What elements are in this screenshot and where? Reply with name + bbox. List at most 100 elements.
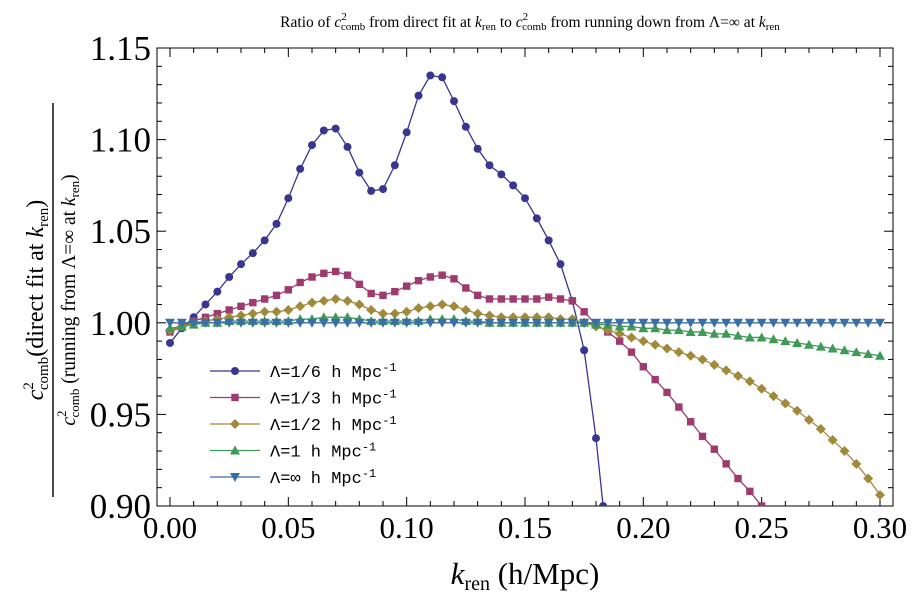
data-point	[556, 260, 565, 269]
series-1	[166, 71, 608, 506]
data-point	[685, 350, 696, 361]
data-point	[768, 318, 779, 328]
y-den-a: (running from Λ=∞ at	[59, 206, 80, 389]
data-point	[580, 308, 588, 316]
data-point	[697, 326, 708, 336]
legend-marker	[230, 473, 240, 482]
data-point	[710, 445, 719, 453]
legend-entry: Λ=1 h Mpc-1	[210, 441, 376, 463]
y-num-k: k	[23, 227, 49, 238]
data-point	[166, 338, 174, 347]
data-point	[497, 170, 506, 179]
data-point	[213, 309, 222, 318]
data-point	[851, 318, 862, 328]
legend-label-text: Λ=1/6 h Mpc	[270, 364, 382, 383]
y-axis-label-numerator: c2comb(direct fit at kren)	[21, 200, 52, 401]
data-point	[531, 318, 542, 328]
data-point	[284, 286, 293, 294]
y-num-sub: comb	[36, 357, 52, 390]
data-point	[237, 260, 245, 269]
data-point	[509, 181, 518, 190]
data-point	[851, 347, 862, 357]
data-point	[792, 318, 803, 328]
data-point	[579, 318, 590, 328]
data-point	[296, 278, 304, 287]
data-point	[673, 318, 684, 328]
data-point	[367, 289, 375, 298]
legend-label-text: Λ=1 h Mpc	[270, 444, 362, 463]
y-den-k: k	[59, 197, 80, 206]
data-point	[247, 308, 258, 319]
data-point	[839, 345, 850, 355]
data-point	[827, 435, 838, 446]
data-point	[438, 271, 446, 279]
data-point	[602, 318, 613, 328]
data-point	[449, 318, 459, 328]
series-line	[169, 74, 604, 506]
data-point	[721, 318, 732, 328]
y-tick-label: 1.05	[90, 212, 151, 251]
data-point	[462, 284, 470, 292]
data-point	[389, 318, 400, 328]
data-point	[308, 141, 316, 150]
legend-label-exponent: -1	[382, 361, 396, 375]
y-num-sup: 2	[21, 382, 37, 390]
data-point	[320, 269, 328, 278]
data-point	[815, 318, 826, 328]
data-point	[236, 310, 246, 321]
data-point	[378, 308, 388, 319]
data-point	[249, 298, 257, 307]
data-point	[401, 306, 412, 317]
y-tick-label: 0.95	[90, 395, 151, 434]
data-point	[673, 325, 684, 335]
data-point	[259, 318, 270, 328]
data-point	[709, 328, 720, 338]
data-point	[685, 318, 696, 328]
data-point	[450, 97, 458, 106]
data-point	[863, 318, 874, 328]
data-point	[330, 293, 341, 304]
y-num-c: c	[23, 389, 49, 400]
title-part-k: comb	[522, 21, 547, 33]
data-point	[236, 318, 246, 328]
data-point	[283, 318, 294, 328]
data-point	[614, 328, 625, 339]
data-point	[756, 332, 767, 342]
data-point	[615, 337, 624, 345]
data-point	[756, 383, 767, 394]
data-point	[651, 375, 659, 384]
x-tick-label: 0.10	[380, 510, 434, 545]
title-part-h: to	[496, 14, 516, 31]
data-point	[875, 318, 885, 328]
data-point	[449, 301, 459, 312]
data-point	[599, 502, 608, 506]
data-point	[378, 318, 388, 328]
y-den-c: c	[59, 417, 80, 426]
data-point	[827, 343, 838, 353]
data-point	[272, 219, 281, 228]
data-point	[626, 318, 637, 328]
data-point	[414, 276, 423, 285]
data-point	[176, 318, 187, 328]
x-tick-label: 0.25	[735, 510, 789, 545]
title-part-a: Ratio of	[280, 14, 334, 31]
data-point	[686, 418, 695, 426]
title-part-f: k	[475, 14, 483, 31]
y-axis-label-denominator: c2comb (running from Λ=∞ at kren)	[54, 174, 82, 425]
data-point	[461, 122, 470, 131]
legend-marker	[231, 393, 239, 402]
data-point	[839, 318, 850, 328]
data-point	[780, 398, 791, 409]
data-point	[414, 91, 423, 100]
data-point	[662, 318, 672, 328]
data-point	[592, 434, 600, 443]
x-tick-label: 0.05	[261, 510, 315, 545]
legend-label-text: Λ=1/3 h Mpc	[270, 391, 382, 410]
title-part-n: ren	[766, 21, 781, 33]
data-point	[721, 328, 732, 338]
data-point	[283, 304, 294, 315]
data-point	[296, 164, 305, 173]
data-point	[804, 414, 814, 425]
data-point	[460, 318, 471, 328]
data-point	[839, 446, 850, 457]
